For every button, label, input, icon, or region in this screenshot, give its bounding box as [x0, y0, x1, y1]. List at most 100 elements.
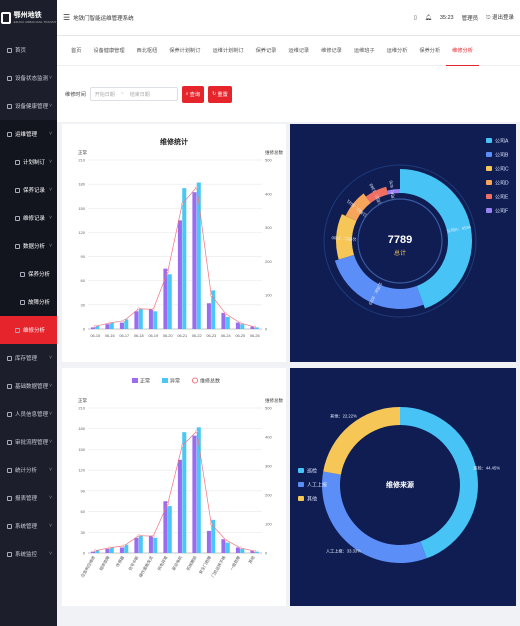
- slice-label: 其他：22.22%: [330, 413, 357, 420]
- line-point: [210, 293, 213, 297]
- sidebar-item-label: 维修记录: [23, 216, 46, 222]
- tab-4[interactable]: 运维计划制订: [212, 47, 244, 54]
- donut-slice: [400, 169, 472, 309]
- sidebar-item-14[interactable]: 审批流程管理 ˅: [0, 428, 57, 456]
- line-point: [123, 544, 126, 547]
- y2-tick-label: 300: [265, 225, 272, 230]
- line-point: [166, 270, 169, 273]
- filter-bar: 维修时间 开始日期 ~ 结束日期 ⌕ 查询 ↻ 重置: [57, 66, 520, 122]
- sidebar-item-15[interactable]: 统计分析 ˅: [0, 456, 57, 484]
- y2-tick-label: 200: [265, 259, 272, 264]
- sidebar-item-label: 库存管理: [15, 356, 38, 362]
- y2-tick-label: 300: [265, 464, 272, 469]
- y-tick-label: 120: [78, 230, 85, 235]
- sidebar-item-label: 数据分析: [23, 244, 46, 250]
- line-point: [108, 321, 111, 325]
- sidebar-item-1[interactable]: 设备状态监测 ˅: [0, 64, 57, 92]
- bar: [90, 551, 95, 553]
- sidebar-item-12[interactable]: 基础数据管理 ˅: [0, 372, 57, 400]
- date-range-picker[interactable]: 开始日期 ~ 结束日期: [89, 87, 178, 101]
- x-tick-label: 程序故障: [97, 555, 110, 572]
- x-tick-label: 机械磨损: [184, 555, 197, 572]
- sidebar-item-10[interactable]: 维修分析: [0, 316, 57, 344]
- x-tick-label: 操作面板失灵: [137, 555, 154, 579]
- chevron-down-icon: ˅: [49, 383, 52, 389]
- sidebar-item-label: 故障分析: [28, 300, 51, 306]
- sidebar-item-11[interactable]: 库存管理 ˅: [0, 344, 57, 372]
- legend-label: 公司D: [495, 181, 509, 187]
- sidebar-item-label: 系统监控: [15, 552, 38, 558]
- sidebar-item-9[interactable]: 故障分析: [0, 288, 57, 316]
- tab-11[interactable]: 维修分析: [446, 36, 479, 66]
- fullscreen-icon[interactable]: ▯: [413, 14, 417, 21]
- user-name[interactable]: 管理员: [461, 15, 479, 22]
- legend-swatch: [298, 496, 304, 501]
- bar: [109, 547, 114, 553]
- sidebar-item-0[interactable]: 首页: [0, 36, 57, 64]
- tab-8[interactable]: 运维班子: [353, 47, 375, 54]
- menu-item-icon: [7, 75, 12, 81]
- sidebar-item-16[interactable]: 报表管理 ˅: [0, 484, 57, 512]
- tab-6[interactable]: 运维记录: [288, 47, 310, 54]
- sidebar-item-label: 首页: [15, 48, 27, 54]
- bar: [138, 308, 143, 329]
- x-tick-label: 应急响应维修: [79, 555, 96, 579]
- tab-3[interactable]: 保养计划制订: [169, 47, 201, 54]
- bar: [90, 327, 95, 329]
- sidebar-item-label: 计划制订: [23, 160, 46, 166]
- tab-5[interactable]: 保养记录: [255, 47, 277, 54]
- menu-item-icon: [15, 327, 20, 333]
- bar: [163, 268, 168, 329]
- tab-7[interactable]: 维修记录: [321, 47, 342, 54]
- tab-1[interactable]: 设备健康管理: [93, 47, 125, 54]
- bar: [211, 290, 216, 329]
- line-point: [94, 325, 97, 328]
- sidebar-item-label: 保养记录: [23, 188, 46, 194]
- end-date-input[interactable]: 结束日期: [129, 91, 150, 98]
- sidebar-item-5[interactable]: 保养记录 ˅: [0, 176, 57, 204]
- notification-icon[interactable]: 🔔︎: [424, 14, 432, 21]
- bar: [153, 537, 158, 553]
- search-button[interactable]: ⌕ 查询: [181, 85, 205, 103]
- menu-item-icon: [7, 383, 12, 389]
- bar: [240, 548, 245, 553]
- sidebar-item-7[interactable]: 数据分析 ˅: [0, 232, 57, 260]
- legend-label: 维修总数: [200, 378, 220, 385]
- x-tick-label: 驱动电机: [170, 555, 183, 572]
- bar-chart-panel-1: 维修统计 正常 维修总数 0 30 60 90 120 150 180 210 0 100 200 300 4…: [62, 124, 286, 362]
- sidebar-item-3[interactable]: 运维管理 ˅: [0, 120, 57, 148]
- chevron-down-icon: ˅: [49, 523, 52, 529]
- inner-circle: [357, 198, 443, 284]
- menu-toggle-icon[interactable]: ☰: [63, 13, 71, 22]
- x-tick-label: 06-20: [163, 334, 173, 338]
- chevron-down-icon: ˅: [49, 159, 52, 165]
- tab-2[interactable]: 西北枢纽: [136, 47, 158, 54]
- x-tick-label: 06-16: [105, 334, 115, 338]
- donut-chart-1: 公司A：4534公司B：2023公司C：2300公司D：1021公司E：1349…: [323, 138, 509, 318]
- menu-item-icon: [15, 243, 20, 249]
- line-point: [239, 321, 242, 325]
- y2-tick-label: 400: [265, 435, 272, 440]
- reset-button[interactable]: ↻ 重置: [208, 85, 232, 103]
- y2-axis-label: 维修总数: [265, 397, 283, 404]
- chevron-down-icon: ˅: [49, 103, 52, 109]
- sidebar-item-8[interactable]: 保养分析: [0, 260, 57, 288]
- menu-item-icon: [7, 131, 12, 137]
- tab-0[interactable]: 首页: [71, 47, 82, 54]
- sidebar-item-4[interactable]: 计划制订 ˅: [0, 148, 57, 176]
- sidebar-item-6[interactable]: 维修记录 ˅: [0, 204, 57, 232]
- start-date-input[interactable]: 开始日期: [94, 91, 115, 98]
- sidebar-item-label: 保养分析: [28, 272, 51, 278]
- y2-tick-label: 500: [265, 406, 272, 411]
- tab-10[interactable]: 保养分析: [419, 47, 441, 54]
- logout-button[interactable]: ⎋ 退出登录: [486, 15, 514, 21]
- sidebar-item-13[interactable]: 人员信息管理 ˅: [0, 400, 57, 428]
- sidebar-item-17[interactable]: 系统管理 ˅: [0, 512, 57, 540]
- center-title: 维修来源: [386, 480, 414, 489]
- tab-9[interactable]: 运维分析: [386, 47, 408, 54]
- legend-label: 正常: [140, 378, 150, 385]
- sidebar-item-2[interactable]: 设备健康管理 ˅: [0, 92, 57, 120]
- menu-item-icon: [7, 103, 12, 109]
- sidebar-item-18[interactable]: 系统监控 ˅: [0, 540, 57, 568]
